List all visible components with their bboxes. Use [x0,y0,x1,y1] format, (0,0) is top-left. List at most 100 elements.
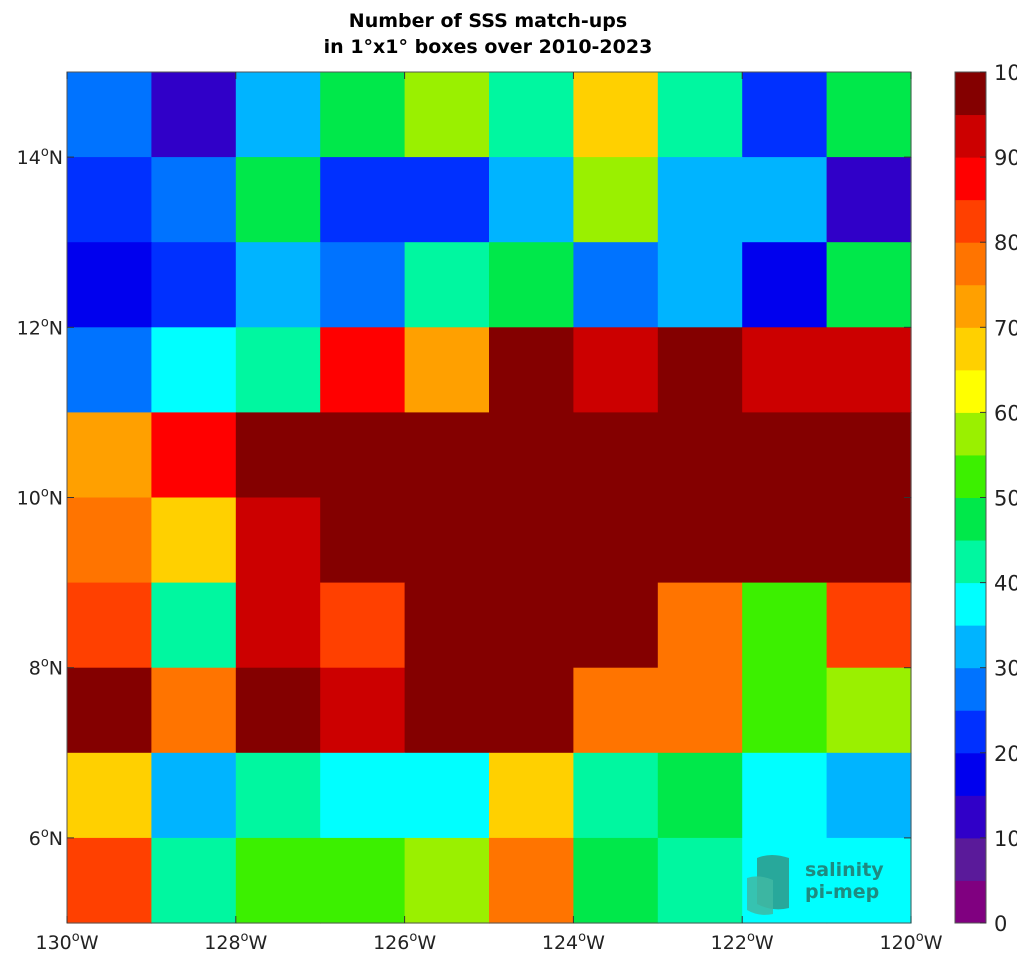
colorbar-tick-label: 100 [994,61,1017,85]
x-tick-label: 120oW [879,930,942,954]
heatmap-cell [404,497,490,584]
heatmap-cell [235,837,321,924]
heatmap-cell [826,242,912,328]
heatmap-cell [657,752,743,839]
colorbar-tick-label: 30 [994,657,1017,681]
heatmap-cell [742,667,828,754]
heatmap-cell [826,667,912,754]
colorbar-segment [955,72,986,116]
heatmap-cell [67,412,152,499]
heatmap-cell [320,582,406,669]
x-tick-label: 126oW [373,930,436,954]
chart-title-line-2: in 1°x1° boxes over 2010-2023 [324,36,653,58]
y-tick-label: 10oN [17,486,63,510]
colorbar-segment [955,880,986,924]
heatmap-cell [67,752,152,839]
heatmap-cell [151,667,237,754]
colorbar-segment [955,157,986,201]
heatmap-cell [67,157,152,243]
heatmap-cell [404,837,490,924]
heatmap-cell [826,837,912,924]
colorbar-segment [955,540,986,584]
heatmap-cell [235,582,321,669]
heatmap-cell [657,497,743,584]
heatmap-cell [489,157,574,243]
heatmap-cell [573,752,659,839]
heatmap-cell [320,157,406,243]
colorbar-segment [955,710,986,754]
heatmap-cell [151,582,237,669]
heatmap-cell [657,667,743,754]
heatmap-cell [320,837,406,924]
heatmap-cell [657,157,743,243]
heatmap-cell [742,582,828,669]
x-tick-label: 130oW [35,930,98,954]
heatmap-cell [320,412,406,499]
heatmap-cell [151,157,237,243]
heatmap-cell [67,837,152,924]
colorbar-segment [955,582,986,626]
colorbar-ticks: 1009080706050403020100 [980,61,1017,936]
heatmap-cell [489,242,574,328]
heatmap-cell [404,242,490,328]
chart-title-line-1: Number of SSS match-ups [349,10,627,32]
x-tick-label: 124oW [542,930,605,954]
heatmap-cell [657,242,743,328]
heatmap-cell [657,837,743,924]
colorbar-tick-label: 0 [994,912,1007,936]
colorbar-segment [955,369,986,413]
heatmap-cell [489,582,574,669]
heatmap-cell [235,242,321,328]
colorbar-segment [955,837,986,881]
heatmap-cell [320,327,406,413]
heatmap-cell [742,327,828,413]
heatmap-cell [657,327,743,413]
heatmap-cell [320,497,406,584]
logo-text-line-2: pi-mep [805,881,879,903]
heatmap-cell [826,412,912,499]
colorbar-tick-label: 40 [994,572,1017,596]
heatmap-cell [151,837,237,924]
heatmap-cell [826,72,912,158]
colorbar-segment [955,795,986,839]
heatmap-cell [657,72,743,158]
heatmap-cell [404,327,490,413]
colorbar-tick-label: 20 [994,742,1017,766]
heatmap-cell [826,752,912,839]
colorbar-segment [955,412,986,456]
colorbar-tick-label: 10 [994,827,1017,851]
x-axis: 130oW 128oW 126oW 124oW 122oW 120oW [35,72,943,954]
y-tick-label: 6oN [29,826,63,850]
heatmap-cell [320,242,406,328]
heatmap-cell [320,72,406,158]
heatmap-cell [826,582,912,669]
heatmap-cell [235,72,321,158]
heatmap-cell [235,412,321,499]
heatmap-cell [151,242,237,328]
colorbar [954,71,987,924]
heatmap-cell [404,752,490,839]
heatmap-cell [235,497,321,584]
heatmap-cell [573,582,659,669]
colorbar-segment [955,242,986,286]
heatmap-cell [742,72,828,158]
heatmap-cell [489,497,574,584]
heatmap-cell [404,412,490,499]
colorbar-segment [955,199,986,243]
x-tick-label: 128oW [204,930,267,954]
colorbar-tick-label: 90 [994,146,1017,170]
salinity-pi-mep-logo: salinity pi-mep [747,855,884,915]
heatmap-cell [573,497,659,584]
colorbar-segment [955,327,986,371]
y-tick-label: 12oN [17,315,63,339]
heatmap-cell [151,72,237,158]
colorbar-segment [955,284,986,328]
heatmap-cell [742,752,828,839]
heatmap-cell [320,752,406,839]
heatmap-cell [489,837,574,924]
heatmap-cell [67,72,152,158]
heatmap-cell [67,582,152,669]
heatmap-cell [404,157,490,243]
heatmap-cell [573,242,659,328]
